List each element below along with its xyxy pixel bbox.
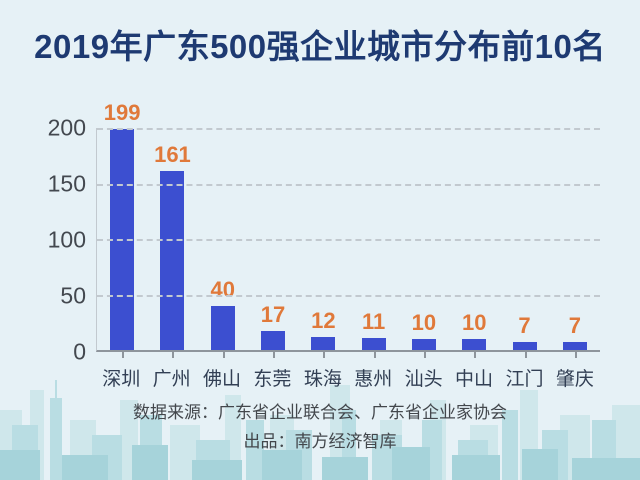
y-axis-tick-label: 0 <box>73 338 86 365</box>
bar-slot-佛山: 40 <box>198 128 248 358</box>
bar-珠海 <box>311 336 336 350</box>
bar-广州 <box>160 171 185 350</box>
gridline-150 <box>97 183 600 186</box>
bar-value-label: 40 <box>210 276 235 302</box>
bar-惠州 <box>361 337 386 350</box>
bar-chart: 0 50 100 150 200 199 161 40 17 12 11 10 10 7 7 深圳 广州 佛山… <box>40 100 600 390</box>
x-axis-category-label: 肇庆 <box>555 369 594 390</box>
x-axis-tick <box>423 352 426 358</box>
x-axis-tick <box>122 352 125 358</box>
bar-slot-汕头: 10 <box>399 128 449 358</box>
bar-value-label: 17 <box>260 302 286 328</box>
x-axis-category-label: 东莞 <box>253 369 292 390</box>
bar-value-label: 199 <box>103 100 141 126</box>
x-axis-tick <box>222 352 225 358</box>
bar-slot-中山: 10 <box>449 128 499 358</box>
bar-value-label: 7 <box>568 313 581 339</box>
x-axis-tick <box>172 352 175 358</box>
x-axis-tick <box>574 352 577 358</box>
bar-slot-江门: 7 <box>499 128 549 358</box>
bar-佛山 <box>210 305 235 350</box>
bar-slot-东莞: 17 <box>248 128 298 358</box>
x-axis-category-label: 汕头 <box>404 369 443 390</box>
bar-value-label: 161 <box>154 142 191 168</box>
x-axis-category-label: 珠海 <box>303 369 342 390</box>
gridline-50 <box>97 294 600 297</box>
x-axis-tick <box>273 352 276 358</box>
producer-line: 出品：南方经济智库 <box>243 432 397 451</box>
source-note: 数据来源：广东省企业联合会、广东省企业家协会 出品：南方经济智库 <box>0 398 640 456</box>
y-axis-tick-label: 100 <box>47 226 86 253</box>
y-axis-tick-label: 150 <box>47 170 86 197</box>
gridline-200 <box>97 128 600 130</box>
x-axis-tick <box>373 352 376 358</box>
x-axis-category-label: 江门 <box>505 369 544 390</box>
bar-东莞 <box>261 331 286 350</box>
gridline-100 <box>97 239 600 241</box>
x-axis-tick <box>474 352 477 358</box>
bar-中山 <box>462 338 487 350</box>
bar-value-label: 11 <box>361 308 386 334</box>
bar-value-label: 12 <box>311 307 336 333</box>
y-axis-labels: 0 50 100 150 200 <box>40 115 86 365</box>
x-axis-category-label: 中山 <box>455 369 494 390</box>
y-axis-tick-label: 50 <box>60 282 86 309</box>
bar-slot-惠州: 11 <box>348 128 398 358</box>
plot-area: 199 161 40 17 12 11 10 10 7 7 <box>96 100 600 358</box>
data-source-line: 数据来源：广东省企业联合会、广东省企业家协会 <box>133 403 507 422</box>
x-axis-category-label: 佛山 <box>203 369 242 390</box>
bar-肇庆 <box>562 342 587 350</box>
bar-汕头 <box>411 338 436 350</box>
bar-slot-肇庆: 7 <box>550 128 600 358</box>
y-axis-tick-label: 200 <box>47 114 86 141</box>
x-axis-category-label: 惠州 <box>354 369 393 390</box>
x-axis-tick <box>323 352 326 358</box>
x-axis-category-label: 深圳 <box>102 369 141 390</box>
x-axis-category-label: 广州 <box>152 369 191 390</box>
chart-title: 2019年广东500强企业城市分布前10名 <box>34 28 606 65</box>
bar-江门 <box>512 342 537 350</box>
x-axis-labels: 深圳 广州 佛山 东莞 珠海 惠州 汕头 中山 江门 肇庆 <box>96 364 600 391</box>
bar-value-label: 10 <box>461 309 487 335</box>
bar-slot-广州: 161 <box>147 128 197 358</box>
bar-slot-珠海: 12 <box>298 128 348 358</box>
city-skyline-graphic <box>0 380 640 480</box>
x-axis-tick <box>524 352 527 358</box>
bar-value-label: 7 <box>518 313 531 339</box>
bar-value-label: 10 <box>411 309 437 335</box>
